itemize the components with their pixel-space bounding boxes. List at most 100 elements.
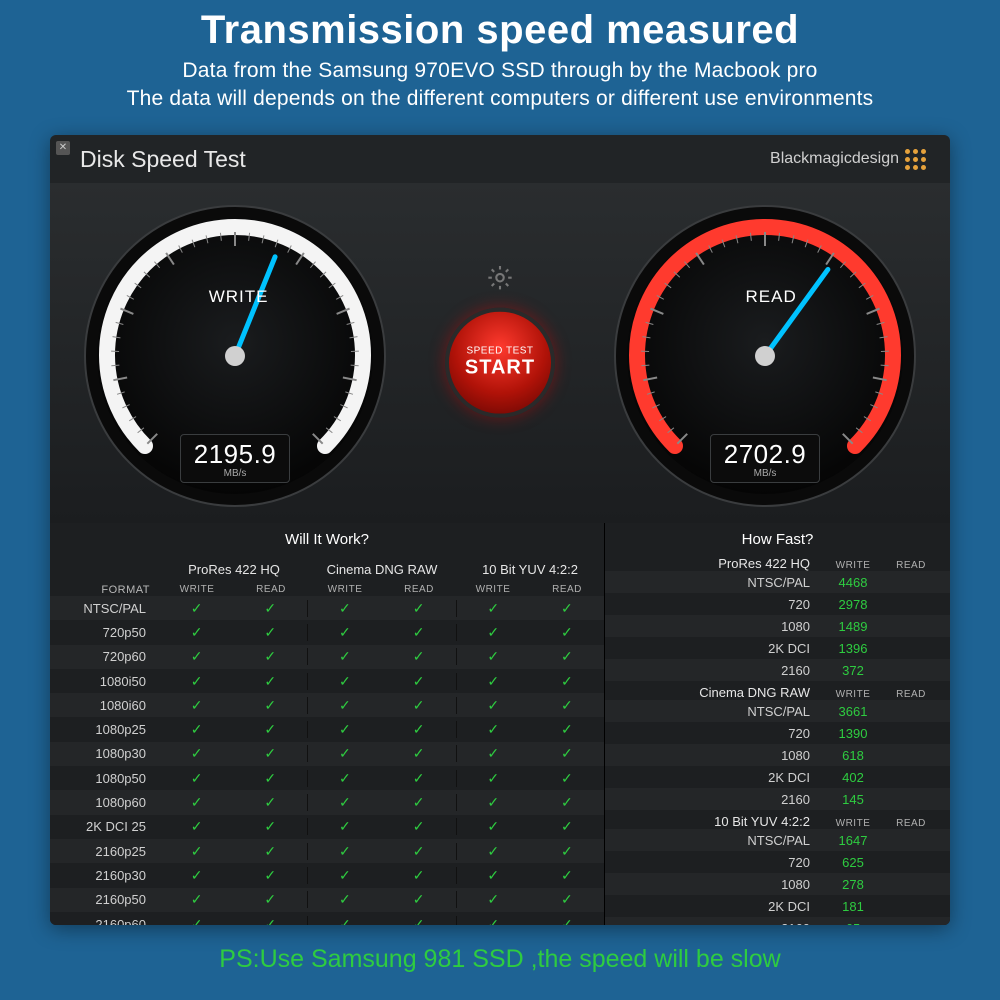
check-icon: ✓ — [457, 745, 531, 762]
gear-icon[interactable] — [486, 264, 514, 292]
check-icon: ✓ — [382, 600, 456, 617]
check-icon: ✓ — [382, 891, 456, 908]
table-row: 1080i50✓✓✓✓✓✓ — [50, 669, 604, 693]
check-icon: ✓ — [308, 697, 382, 714]
format-label: 1080p25 — [50, 722, 160, 737]
table-row: 2160p30✓✓✓✓✓✓ — [50, 863, 604, 887]
table-row: 2160145 — [605, 788, 950, 810]
left-header-row: ProRes 422 HQCinema DNG RAW10 Bit YUV 4:… — [50, 554, 604, 584]
check-icon: ✓ — [234, 624, 308, 641]
write-value-cell: 625 — [824, 855, 882, 870]
read-gauge-label: READ — [746, 287, 797, 307]
group-title: 10 Bit YUV 4:2:2 — [605, 814, 824, 829]
start-big-label: START — [465, 357, 535, 380]
write-value-cell: 1489 — [824, 619, 882, 634]
read-gauge: READ 2702.9 MB/s — [610, 201, 920, 511]
check-icon: ✓ — [160, 916, 234, 926]
check-icon: ✓ — [530, 891, 604, 908]
format-label: NTSC/PAL — [50, 601, 160, 616]
read-value: 2702.9 — [711, 439, 819, 470]
check-icon: ✓ — [308, 673, 382, 690]
disk-speed-test-window: ✕ Disk Speed Test Blackmagicdesign — [50, 135, 950, 925]
table-row: 7202978 — [605, 593, 950, 615]
start-small-label: SPEED TEST — [466, 346, 533, 357]
right-subheader: WRITE — [824, 560, 882, 571]
format-label: 2160p50 — [50, 892, 160, 907]
check-icon: ✓ — [457, 916, 531, 926]
table-row: 1080p30✓✓✓✓✓✓ — [50, 742, 604, 766]
check-icon: ✓ — [530, 818, 604, 835]
check-icon: ✓ — [160, 867, 234, 884]
check-icon: ✓ — [160, 891, 234, 908]
page-header: Transmission speed measured Data from th… — [0, 0, 1000, 111]
format-label: 1080p30 — [50, 746, 160, 761]
codec-header: 10 Bit YUV 4:2:2 — [456, 562, 604, 577]
codec-header: ProRes 422 HQ — [160, 562, 308, 577]
check-icon: ✓ — [457, 600, 531, 617]
write-value-cell: 3661 — [824, 704, 882, 719]
read-value-box: 2702.9 MB/s — [710, 434, 820, 483]
results-tables: Will It Work? ProRes 422 HQCinema DNG RA… — [50, 523, 950, 925]
check-icon: ✓ — [530, 843, 604, 860]
check-icon: ✓ — [160, 794, 234, 811]
check-icon: ✓ — [308, 721, 382, 738]
write-value-cell: 402 — [824, 770, 882, 785]
check-icon: ✓ — [382, 818, 456, 835]
table-row: 720p60✓✓✓✓✓✓ — [50, 645, 604, 669]
check-icon: ✓ — [530, 867, 604, 884]
left-subheader: READ — [234, 584, 308, 596]
table-row: 2K DCI402 — [605, 766, 950, 788]
check-icon: ✓ — [530, 770, 604, 787]
format-label: NTSC/PAL — [605, 833, 824, 848]
check-icon: ✓ — [382, 697, 456, 714]
left-panel-title: Will It Work? — [50, 531, 604, 548]
format-label: NTSC/PAL — [605, 575, 824, 590]
check-icon: ✓ — [530, 794, 604, 811]
check-icon: ✓ — [308, 891, 382, 908]
brand-dots-icon — [905, 149, 926, 170]
check-icon: ✓ — [457, 648, 531, 665]
table-row: NTSC/PAL4468 — [605, 571, 950, 593]
table-row: 1080p50✓✓✓✓✓✓ — [50, 766, 604, 790]
check-icon: ✓ — [457, 721, 531, 738]
format-label: 2K DCI — [605, 770, 824, 785]
table-row: 2160372 — [605, 659, 950, 681]
check-icon: ✓ — [234, 794, 308, 811]
write-value-cell: 65 — [824, 921, 882, 926]
left-subheader: READ — [530, 584, 604, 596]
start-button[interactable]: SPEED TEST START — [445, 308, 555, 418]
page-subtitle-1: Data from the Samsung 970EVO SSD through… — [0, 59, 1000, 83]
check-icon: ✓ — [234, 745, 308, 762]
format-label: 720p60 — [50, 649, 160, 664]
format-label: NTSC/PAL — [605, 704, 824, 719]
format-label: 1080p60 — [50, 795, 160, 810]
gauges-panel: WRITE 2195.9 MB/s — [50, 183, 950, 523]
table-row: NTSC/PAL1647 — [605, 829, 950, 851]
format-label: 1080p50 — [50, 771, 160, 786]
how-fast-panel: How Fast? ProRes 422 HQWRITEREADNTSC/PAL… — [605, 523, 950, 925]
check-icon: ✓ — [234, 600, 308, 617]
page-subtitle-2: The data will depends on the different c… — [0, 87, 1000, 111]
format-label: 1080i50 — [50, 674, 160, 689]
write-value-cell: 618 — [824, 748, 882, 763]
check-icon: ✓ — [457, 843, 531, 860]
table-row: 1080p60✓✓✓✓✓✓ — [50, 790, 604, 814]
check-icon: ✓ — [160, 745, 234, 762]
codec-header: Cinema DNG RAW — [308, 562, 456, 577]
format-label: 1080 — [605, 748, 824, 763]
table-row: 2K DCI 25✓✓✓✓✓✓ — [50, 815, 604, 839]
left-subheader-row: FORMAT WRITEREADWRITEREADWRITEREAD — [50, 584, 604, 596]
check-icon: ✓ — [308, 745, 382, 762]
format-label: 2160 — [605, 792, 824, 807]
format-label: 720 — [605, 855, 824, 870]
close-icon[interactable]: ✕ — [56, 141, 70, 155]
format-label: 2160p60 — [50, 917, 160, 926]
check-icon: ✓ — [234, 891, 308, 908]
check-icon: ✓ — [382, 867, 456, 884]
check-icon: ✓ — [457, 697, 531, 714]
right-subheader: READ — [882, 689, 940, 700]
right-panel-title: How Fast? — [605, 531, 950, 548]
table-row: 1080p25✓✓✓✓✓✓ — [50, 717, 604, 741]
check-icon: ✓ — [234, 916, 308, 926]
format-label: 720p50 — [50, 625, 160, 640]
